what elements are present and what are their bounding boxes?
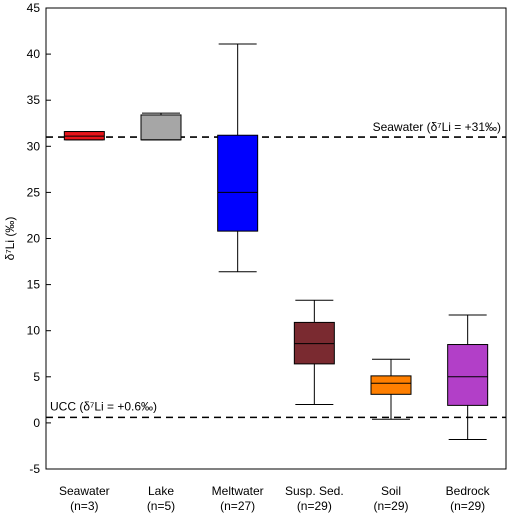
y-tick-label-0: -5 [29, 462, 40, 476]
box-5 [447, 344, 489, 406]
y-tick-label-3: 10 [27, 324, 41, 338]
y-tick-label-5: 20 [27, 232, 41, 246]
y-tick-label-10: 45 [27, 1, 41, 15]
y-tick-label-6: 25 [27, 185, 41, 199]
y-tick-label-1: 0 [33, 416, 40, 430]
reference-line-label-1: UCC (δ⁷Li = +0.6‰) [50, 399, 157, 413]
y-tick-label-8: 35 [27, 93, 41, 107]
category-count-label-1: (n=5) [147, 499, 175, 513]
category-label-2: Meltwater [212, 484, 264, 498]
box-2 [217, 134, 259, 232]
box-1 [140, 114, 182, 141]
y-tick-label-2: 5 [33, 370, 40, 384]
box-4 [370, 375, 412, 395]
y-axis-title: δ⁷Li (‰) [3, 217, 17, 261]
category-label-0: Seawater [59, 484, 110, 498]
y-tick-label-4: 15 [27, 278, 41, 292]
category-label-4: Soil [381, 484, 401, 498]
reference-line-label-0: Seawater (δ⁷Li = +31‰) [373, 120, 501, 134]
category-count-label-5: (n=29) [450, 499, 485, 513]
y-tick-label-7: 30 [27, 139, 41, 153]
category-count-label-4: (n=29) [373, 499, 408, 513]
category-label-1: Lake [148, 484, 174, 498]
category-count-label-0: (n=3) [70, 499, 98, 513]
category-count-label-3: (n=29) [297, 499, 332, 513]
y-tick-label-9: 40 [27, 47, 41, 61]
category-count-label-2: (n=27) [220, 499, 255, 513]
category-label-5: Bedrock [446, 484, 491, 498]
category-label-3: Susp. Sed. [285, 484, 344, 498]
